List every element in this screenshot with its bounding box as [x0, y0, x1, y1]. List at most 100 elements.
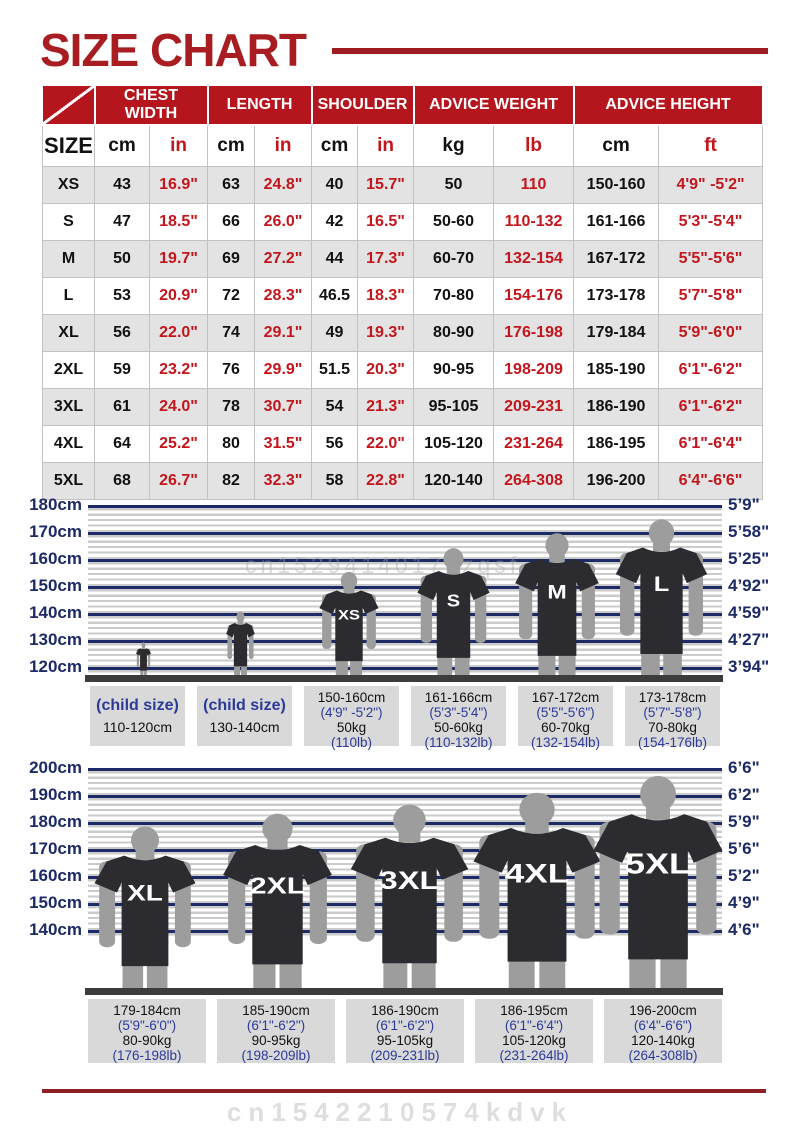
height-label-cm: 180cm [29, 812, 82, 831]
info-line: 110-120cm [102, 719, 172, 735]
size-info-row: (child size) 110-120cm (child size) 130-140… [90, 686, 720, 750]
value-cell: 186-190 [573, 388, 660, 426]
height-diagram-small-sizes: 180cm 5’9" 170cm 5’58" 160cm 5’25" 150cm 4’92" 1… [0, 495, 800, 750]
table-row: 4XL 64 25.2" 80 31.5" 56 22.0" 105-120 231-264 18… [42, 425, 764, 463]
height-label-ft: 6’6" [728, 758, 760, 777]
value-cell: 63 [207, 166, 256, 204]
height-label-cm: 130cm [29, 630, 82, 649]
unit-header: ft [658, 124, 764, 167]
size-info-box: 167-172cm (5'5"-5'6") 60-70kg (132-154lb) [518, 686, 613, 750]
value-cell: 42 [311, 203, 359, 241]
ground-bar [85, 675, 723, 682]
info-line: (child size) [96, 697, 179, 714]
height-label-ft: 4’6" [728, 920, 760, 939]
value-cell: 28.3" [254, 277, 313, 315]
value-cell: 27.2" [254, 240, 313, 278]
svg-text:5XL: 5XL [625, 848, 691, 880]
height-label-cm: 170cm [29, 522, 82, 541]
height-label-cm: 140cm [29, 920, 82, 939]
person-figure-l: L [609, 518, 714, 675]
info-line: 95-105kg [376, 1033, 434, 1048]
table-row: S 47 18.5" 66 26.0" 42 16.5" 50-60 110-132 161-16… [42, 203, 764, 241]
value-cell: 82 [207, 462, 256, 500]
value-cell: 90-95 [413, 351, 495, 389]
value-cell: 61 [94, 388, 150, 426]
height-label-cm: 160cm [29, 549, 82, 568]
size-info-box: (child size) 110-120cm [90, 686, 185, 746]
value-cell: 198-209 [493, 351, 575, 389]
page-header: SIZE CHART [40, 26, 768, 74]
height-label-ft: 5’2" [728, 866, 760, 885]
value-cell: 18.3" [357, 277, 415, 315]
value-cell: 26.0" [254, 203, 313, 241]
value-cell: 56 [311, 425, 359, 463]
info-line: (132-154lb) [530, 735, 601, 750]
info-line: (5'5"-5'6") [536, 705, 595, 720]
info-line: 185-190cm [242, 1003, 310, 1018]
value-cell: 54 [311, 388, 359, 426]
info-line: (110-132lb) [424, 735, 493, 750]
value-cell: 26.7" [148, 462, 209, 500]
info-line: (child size) [203, 697, 286, 714]
value-cell: 110-132 [493, 203, 575, 241]
size-label-cell: 3XL [42, 388, 95, 426]
value-cell: 74 [207, 314, 256, 352]
value-cell: 20.3" [357, 351, 415, 389]
height-diagram-large-sizes: 200cm 6’6" 190cm 6’2" 180cm 5’9" 170cm 5’6" 160c… [0, 758, 800, 1065]
ground-bar [85, 988, 723, 995]
value-cell: 6'1"-6'4" [658, 425, 764, 463]
value-cell: 22.8" [357, 462, 415, 500]
person-figure-2xl: 2XL [215, 812, 340, 988]
value-cell: 231-264 [493, 425, 575, 463]
person-figure-s: S [412, 547, 495, 675]
info-line: (209-231lb) [370, 1048, 440, 1063]
value-cell: 51.5 [311, 351, 359, 389]
size-info-box: 186-195cm (6'1"-6'4") 105-120kg (231-264lb) [475, 999, 593, 1063]
value-cell: 6'4"-6'6" [658, 462, 764, 500]
value-cell: 59 [94, 351, 150, 389]
unit-header: SIZE [42, 124, 95, 167]
value-cell: 80 [207, 425, 256, 463]
info-line: (231-264lb) [499, 1048, 569, 1063]
svg-text:3XL: 3XL [379, 868, 439, 895]
svg-text:M: M [547, 581, 566, 603]
value-cell: 105-120 [413, 425, 495, 463]
info-line: 173-178cm [638, 690, 707, 705]
size-label-cell: L [42, 277, 95, 315]
size-label-cell: 2XL [42, 351, 95, 389]
value-cell: 150-160 [573, 166, 660, 204]
size-info-box: 161-166cm (5'3"-5'4") 50-60kg (110-132lb) [411, 686, 506, 750]
info-line: (6'1"-6'4") [504, 1018, 564, 1033]
value-cell: 49 [311, 314, 359, 352]
height-label-cm: 170cm [29, 839, 82, 858]
height-label-cm: 150cm [29, 893, 82, 912]
value-cell: 264-308 [493, 462, 575, 500]
value-cell: 29.1" [254, 314, 313, 352]
info-line: 167-172cm [531, 690, 600, 705]
info-line: 150-160cm [317, 690, 386, 705]
person-figure-3xl: 3XL [342, 803, 477, 988]
info-line: 186-190cm [371, 1003, 439, 1018]
table-row: 2XL 59 23.2" 76 29.9" 51.5 20.3" 90-95 198-209 18… [42, 351, 764, 389]
value-cell: 72 [207, 277, 256, 315]
person-figure-5xl: 5XL [584, 774, 732, 988]
info-line: (176-198lb) [112, 1048, 182, 1063]
value-cell: 95-105 [413, 388, 495, 426]
person-figure-m: M [509, 532, 605, 675]
bottom-rule [42, 1089, 766, 1093]
value-cell: 24.8" [254, 166, 313, 204]
value-cell: 43 [94, 166, 150, 204]
column-group-header: SHOULDER [310, 84, 415, 126]
column-group-header: CHEST WIDTH [93, 84, 209, 126]
value-cell: 31.5" [254, 425, 313, 463]
value-cell: 110 [493, 166, 575, 204]
info-line: 161-166cm [424, 690, 493, 705]
height-label-ft: 4’59" [728, 603, 770, 622]
info-line: (264-308lb) [628, 1048, 698, 1063]
info-line: 70-80kg [648, 720, 697, 735]
size-label-cell: S [42, 203, 95, 241]
info-line: (110lb) [330, 735, 373, 750]
size-info-box: (child size) 130-140cm [197, 686, 292, 746]
value-cell: 66 [207, 203, 256, 241]
info-line: (154-176lb) [637, 735, 708, 750]
